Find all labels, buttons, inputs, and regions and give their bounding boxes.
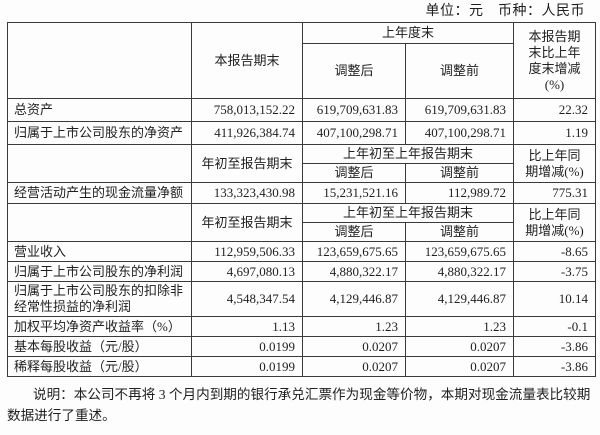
cell-before: 619,709,631.83 [404,98,515,122]
header-prev-ytd-group: 上年初至上年报告期末 [301,203,515,223]
cell-current: 758,013,152.22 [191,98,303,122]
cell-change: 22.32 [513,98,597,122]
table-row-operating-cash-flow: 经营活动产生的现金流量净额 133,323,430.98 15,231,521.… [7,182,597,204]
corner-cell [7,22,192,99]
table-row-weighted-avg-roe: 加权平均净资产收益率（%） 1.13 1.23 1.23 -0.1 [7,316,597,337]
cell-before: 112,989.72 [404,182,515,204]
corner-cell [7,203,192,242]
row-label: 稀释每股收益（元/股） [7,356,192,377]
row-label: 经营活动产生的现金流量净额 [7,182,192,204]
header-adjusted: 调整后 [302,222,406,242]
table-row-net-profit-excl-nonrecurring: 归属于上市公司股东的扣除非经常性损益的净利润 4,548,347.54 4,12… [7,281,597,317]
unit-currency-note: 单位：元 币种：人民币 [425,4,585,19]
cell-change: 1.19 [513,121,597,145]
corner-cell [7,144,192,183]
header-before-adjustment: 调整前 [404,222,515,242]
header-current-period-end: 本报告期末 [191,22,303,99]
cell-before: 4,880,322.17 [404,261,515,282]
cell-before: 1.23 [404,316,515,337]
table-row: 调整后 调整前 [8,222,596,242]
cell-current: 4,697,080.13 [191,261,303,282]
cell-adjusted: 1.23 [302,316,406,337]
table-row: 年初至报告期末 上年初至上年报告期末 比上年同期增减(%) [7,203,597,242]
cell-adjusted: 0.0207 [302,356,406,377]
explanatory-note: 说明：本公司不再将 3 个月内到期的银行承兑汇票作为现金等价物，本期对现金流量表… [7,387,591,423]
table-row: 调整后 调整前 [8,43,596,99]
cell-before: 0.0207 [404,356,515,377]
table-row: 本报告期末 上年度末 本报告期末比上年度末增减(%) [7,22,597,99]
cell-adjusted: 4,880,322.17 [302,261,406,282]
header-ytd: 年初至报告期末 [191,144,303,183]
cell-current: 0.0199 [191,336,303,357]
header-change-yoy: 比上年同期增减(%) [513,203,597,242]
header-prev-year-end-group: 上年度末 [301,22,515,44]
cell-adjusted: 15,231,521.16 [302,182,406,204]
row-label: 归属于上市公司股东的净资产 [7,121,192,145]
cell-change: -8.65 [513,241,597,262]
cell-change: 775.31 [513,182,597,204]
cell-adjusted: 407,100,298.71 [302,121,406,145]
cell-current: 4,548,347.54 [191,281,303,317]
row-label: 加权平均净资产收益率（%） [7,316,192,337]
table-row-basic-eps: 基本每股收益（元/股） 0.0199 0.0207 0.0207 -3.86 [7,336,597,357]
cell-adjusted: 4,129,446.87 [302,281,406,317]
table-row-net-assets: 归属于上市公司股东的净资产 411,926,384.74 407,100,298… [7,121,597,145]
cell-before: 4,129,446.87 [404,281,515,317]
header-before-adjustment: 调整前 [404,43,515,99]
table-row-diluted-eps: 稀释每股收益（元/股） 0.0199 0.0207 0.0207 -3.86 [7,356,597,377]
table-row-total-assets: 总资产 758,013,152.22 619,709,631.83 619,70… [7,98,597,122]
financial-summary-table: 本报告期末 上年度末 本报告期末比上年度末增减(%) 调整后 调整前 总资产 7… [7,22,597,377]
header-adjusted: 调整后 [302,163,406,183]
cell-change: -3.75 [513,261,597,282]
row-label: 总资产 [7,98,192,122]
cell-current: 1.13 [191,316,303,337]
header-ytd: 年初至报告期末 [191,203,303,242]
table-row-net-profit: 归属于上市公司股东的净利润 4,697,080.13 4,880,322.17 … [7,261,597,282]
row-label: 基本每股收益（元/股） [7,336,192,357]
cell-change: -3.86 [513,336,597,357]
cell-before: 0.0207 [404,336,515,357]
header-change-yoy: 比上年同期增减(%) [513,144,597,183]
cell-adjusted: 619,709,631.83 [302,98,406,122]
header-before-adjustment: 调整前 [404,163,515,183]
row-label: 归属于上市公司股东的净利润 [7,261,192,282]
cell-adjusted: 123,659,675.65 [302,241,406,262]
cell-change: 10.14 [513,281,597,317]
header-change-vs-prev-year-end: 本报告期末比上年度末增减(%) [513,22,597,99]
cell-current: 133,323,430.98 [191,182,303,204]
table-row: 年初至报告期末 上年初至上年报告期末 比上年同期增减(%) [7,144,597,183]
header-adjusted: 调整后 [302,43,406,99]
cell-current: 0.0199 [191,356,303,377]
cell-adjusted: 0.0207 [302,336,406,357]
header-prev-ytd-group: 上年初至上年报告期末 [301,144,515,164]
cell-change: -0.1 [513,316,597,337]
cell-current: 112,959,506.33 [191,241,303,262]
cell-before: 407,100,298.71 [404,121,515,145]
row-label: 营业收入 [7,241,192,262]
row-label: 归属于上市公司股东的扣除非经常性损益的净利润 [7,281,192,317]
cell-change: -3.86 [513,356,597,377]
cell-current: 411,926,384.74 [191,121,303,145]
cell-before: 123,659,675.65 [404,241,515,262]
table-row-revenue: 营业收入 112,959,506.33 123,659,675.65 123,6… [7,241,597,262]
